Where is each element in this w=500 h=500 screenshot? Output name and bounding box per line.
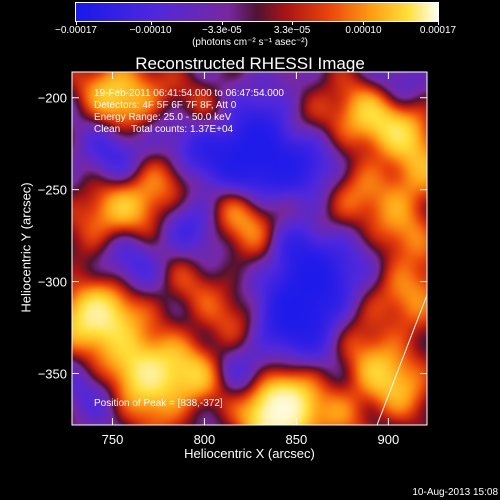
- colorbar-tick-label: −0.00017: [55, 25, 97, 36]
- annotation-detectors: Detectors: 4F 5F 6F 7F 8F, Att 0: [94, 100, 237, 111]
- colorbar-tick: [292, 22, 294, 25]
- x-axis-ticks: 750 800 850 900: [102, 72, 400, 447]
- colorbar-tick: [363, 22, 365, 25]
- x-tick-label: 750: [102, 432, 124, 447]
- annotation-energy-range: Energy Range: 25.0 - 50.0 keV: [94, 112, 232, 123]
- colorbar: [75, 2, 439, 22]
- solar-limb-line: [376, 294, 428, 426]
- colorbar-tick: [438, 22, 439, 25]
- heatmap-image: [72, 72, 427, 425]
- colorbar-tick: [221, 22, 223, 25]
- colorbar-unit-label: (photons cm⁻² s⁻¹ asec⁻²): [192, 37, 308, 48]
- colorbar-tick-label: 0.00017: [419, 25, 457, 36]
- colorbar-tick-label: 3.3e−05: [273, 25, 311, 36]
- y-tick-label: −250: [38, 183, 67, 198]
- x-tick-label: 900: [378, 432, 400, 447]
- chart-title: Reconstructed RHESSI Image: [135, 54, 365, 73]
- y-tick-label: −350: [38, 367, 67, 382]
- y-tick-label: −300: [38, 275, 67, 290]
- colorbar-tick: [150, 22, 152, 25]
- y-axis-label: Heliocentric Y (arcsec): [18, 182, 34, 313]
- colorbar-tick-label: 0.00010: [345, 25, 382, 36]
- colorbar-tick: [76, 22, 77, 25]
- annotation-peak-position: Position of Peak = [838,-372]: [94, 398, 223, 409]
- x-tick-label: 850: [286, 432, 308, 447]
- colorbar-tick-label: −3.3e-05: [201, 25, 242, 36]
- y-axis-ticks: −200 −250 −300 −350: [38, 91, 427, 382]
- plot-frame: [71, 71, 428, 426]
- annotation-time-range: 19-Feb-2011 06:41:54.000 to 06:47:54.000: [94, 88, 284, 99]
- x-tick-label: 800: [194, 432, 216, 447]
- y-tick-label: −200: [38, 91, 67, 106]
- annotation-clean-counts: Clean Total counts: 1.37E+04: [94, 124, 234, 135]
- x-axis-label: Heliocentric X (arcsec): [184, 446, 315, 461]
- plot-border: [71, 71, 428, 426]
- colorbar-tick-label: −0.00010: [129, 25, 172, 36]
- timestamp: 10-Aug-2013 15:08: [412, 487, 498, 498]
